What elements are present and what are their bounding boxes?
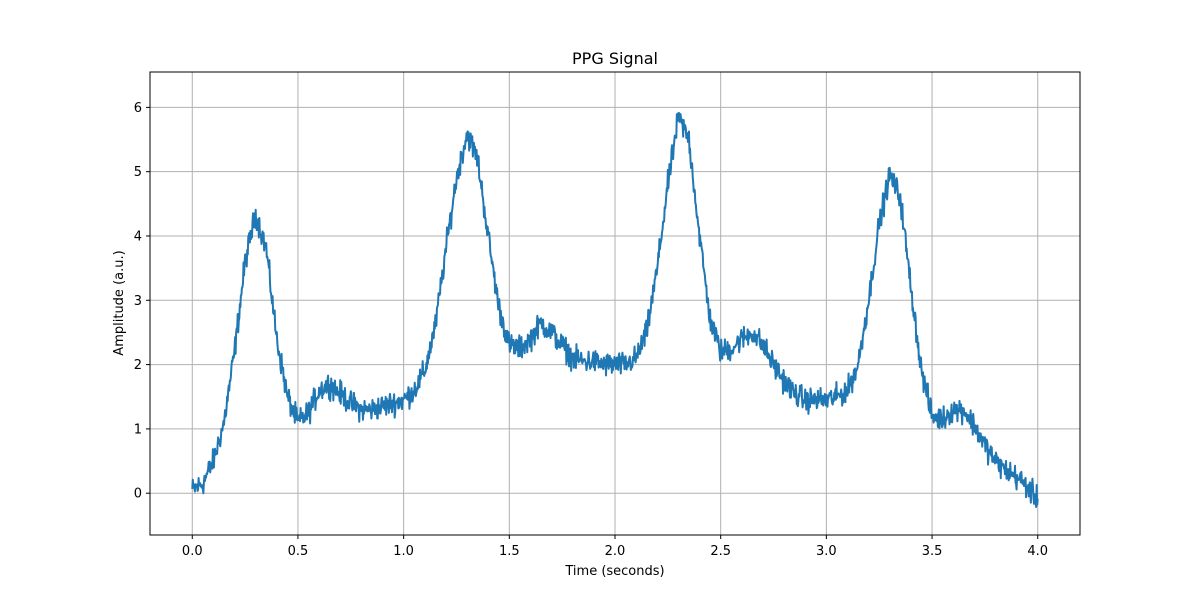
x-axis-label: Time (seconds) <box>564 564 664 579</box>
x-tick-label: 3.0 <box>816 544 837 559</box>
series-line-ppg <box>191 111 1039 508</box>
y-axis-label: Amplitude (a.u.) <box>112 250 127 355</box>
grid-lines <box>150 72 1080 535</box>
x-tick-label: 1.5 <box>499 544 520 559</box>
x-tick-label: 2.5 <box>710 544 731 559</box>
chart-title: PPG Signal <box>572 49 658 68</box>
y-tick-label: 3 <box>134 294 142 309</box>
series-layer <box>191 111 1039 508</box>
y-tick-label: 0 <box>134 487 142 502</box>
x-tick-label: 1.0 <box>393 544 414 559</box>
y-tick-label: 1 <box>134 422 142 437</box>
x-tick-label: 2.0 <box>605 544 626 559</box>
y-tick-label: 6 <box>134 101 142 116</box>
y-tick-label: 2 <box>134 358 142 373</box>
y-tick-label: 4 <box>134 229 142 244</box>
x-tick-label: 0.0 <box>182 544 203 559</box>
x-tick-label: 0.5 <box>288 544 309 559</box>
x-tick-label: 3.5 <box>922 544 943 559</box>
x-tick-label: 4.0 <box>1027 544 1048 559</box>
y-tick-label: 5 <box>134 165 142 180</box>
axis-ticks: 0.0 0.5 1.0 1.5 2.0 2.5 3.0 3.5 4.0 0 1 2 3 4 5 6 <box>134 101 1048 559</box>
